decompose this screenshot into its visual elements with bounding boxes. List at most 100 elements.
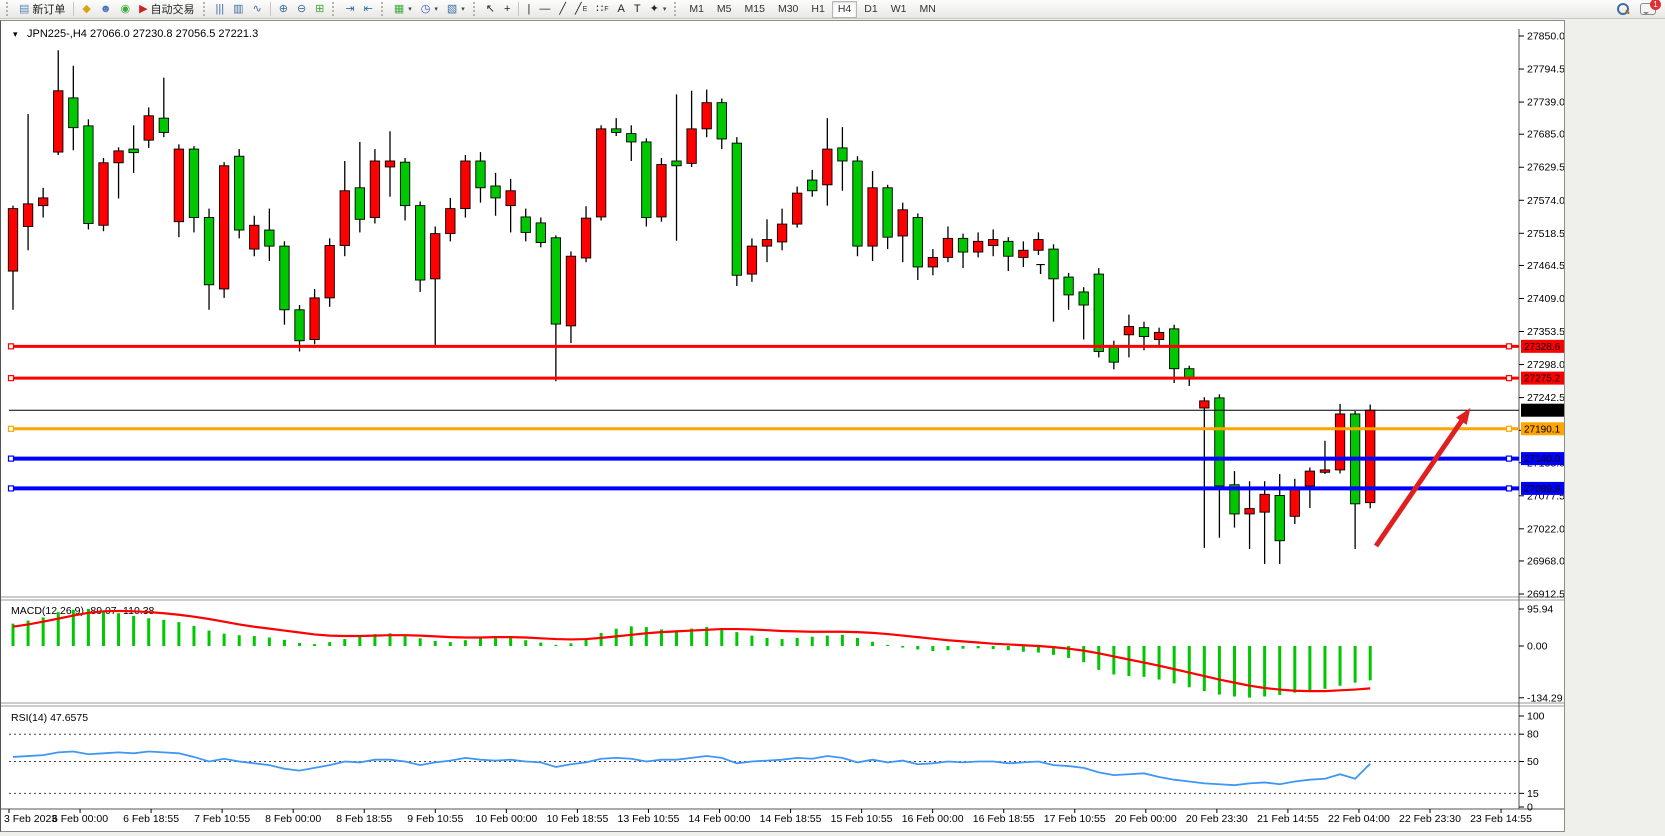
hline-price-label: 27221.3 [1524, 406, 1561, 417]
zoom-out-button[interactable]: ⊖ [293, 1, 310, 18]
hline-tool-icon: — [539, 2, 551, 15]
candle-body [1033, 239, 1044, 251]
zoom-in-button[interactable]: ⊕ [275, 1, 292, 18]
tf-m1-timeframe-button[interactable]: M1 [683, 1, 710, 18]
icon-sub-label: F [604, 5, 609, 13]
candle-body [339, 190, 350, 246]
market-watch-button[interactable]: ☻ [96, 1, 116, 18]
candle-body [671, 160, 682, 167]
indicator-list-button[interactable]: ◆ [78, 1, 94, 18]
hline-handle[interactable] [7, 425, 15, 432]
candle-body [143, 115, 154, 141]
toolbar-separator [269, 2, 271, 16]
fibonacci-tool-button[interactable]: ∷ F [592, 1, 612, 18]
line-chart-mode-button[interactable]: ∿ [249, 1, 266, 18]
price-tick-label: 27518.5 [1527, 228, 1564, 240]
candle-body [188, 148, 200, 218]
hline-handle[interactable] [7, 455, 15, 462]
period-selector-button[interactable]: ◷ ▾ [417, 1, 442, 18]
tf-m30-label: M30 [777, 3, 799, 15]
green-t-annotation: T [1036, 261, 1045, 278]
text-label-tool-button[interactable]: T [630, 1, 645, 18]
date-label: 6 Feb 00:00 [52, 813, 108, 825]
candle-body [445, 208, 456, 235]
tf-m30-timeframe-button[interactable]: M30 [772, 1, 804, 18]
crosshair-tool-button[interactable]: + [500, 1, 514, 18]
hline-handle[interactable] [7, 343, 15, 350]
hline-handle[interactable] [1505, 455, 1513, 462]
hline-handle[interactable] [7, 485, 15, 492]
candle-body [1123, 326, 1135, 336]
candle-body [746, 245, 758, 275]
tf-mn-timeframe-button[interactable]: MN [913, 1, 941, 18]
tf-m15-timeframe-button[interactable]: M15 [739, 1, 771, 18]
candle-body [505, 190, 516, 207]
candle-body [1199, 400, 1210, 409]
channel-tool-button[interactable]: ╱ E [571, 1, 591, 18]
bar-chart-mode-button[interactable]: ||| [212, 1, 229, 18]
auto-scroll-button[interactable]: ⇥ [341, 1, 358, 18]
price-tick-label: 27022.0 [1527, 523, 1564, 535]
hline-tool-button[interactable]: — [535, 1, 554, 18]
auto-trading-icon: ▶ [139, 2, 148, 15]
date-label: 7 Feb 10:55 [194, 813, 250, 825]
tf-m15-label: M15 [744, 3, 765, 15]
tf-w1-timeframe-button[interactable]: W1 [885, 1, 913, 18]
templates-button[interactable]: ▧ ▾ [443, 1, 469, 18]
hline-price-label-bg [1521, 481, 1564, 495]
candle-body [867, 187, 878, 247]
tf-h4-timeframe-button[interactable]: H4 [831, 0, 858, 18]
candle-body [1169, 328, 1180, 370]
navigator-button[interactable]: ◉ [116, 1, 134, 18]
candle-body [611, 128, 622, 133]
chevron-down-icon: ▾ [662, 6, 667, 13]
chart-canvas[interactable]: ▾ JPN225-,H4 27066.0 27230.8 27056.5 2722… [1, 21, 1564, 831]
chart-shift-button[interactable]: ⇤ [360, 1, 377, 18]
auto-trading-button[interactable]: ▶ 自动交易 [135, 1, 198, 18]
date-label: 13 Feb 10:55 [618, 813, 680, 825]
search-icon[interactable] [1616, 2, 1630, 16]
text-label-tool-icon: T [633, 2, 641, 15]
period-selector-icon: ◷ [420, 2, 431, 15]
text-tool-button[interactable]: A [614, 1, 629, 18]
candle-body [324, 245, 335, 299]
trend-arrow-head [1455, 408, 1471, 425]
chat-icon[interactable]: 1 [1640, 0, 1661, 15]
toolbar-grip [6, 2, 11, 16]
trendline-tool-button[interactable]: ╱ [555, 1, 570, 18]
chart-title-dropdown-icon: ▾ [13, 29, 18, 39]
hline-handle[interactable] [1505, 375, 1513, 382]
hline-price-label-bg [1521, 452, 1564, 466]
arrows-tool-button[interactable]: ✦ ▾ [646, 1, 671, 18]
toolbar-separator [518, 2, 520, 16]
hline-handle[interactable] [1505, 425, 1513, 432]
zoom-out-icon: ⊖ [296, 2, 307, 15]
candle-body [128, 148, 139, 154]
hline-handle[interactable] [1505, 485, 1513, 492]
date-label: 20 Feb 23:30 [1186, 813, 1248, 825]
candlestick-mode-button[interactable]: ▥ [229, 1, 247, 18]
candle-body [399, 161, 411, 207]
candle-body [1319, 469, 1331, 473]
hline-handle[interactable] [7, 375, 15, 382]
candle-body [1153, 331, 1165, 341]
hline-handle[interactable] [1505, 343, 1513, 350]
candle-body [792, 192, 803, 225]
new-order-button[interactable]: ▤ 新订单 [15, 1, 69, 18]
tf-m5-timeframe-button[interactable]: M5 [711, 1, 738, 18]
candle-body [822, 148, 833, 186]
toolbar-grip [472, 2, 478, 16]
candle-body [460, 160, 471, 210]
candle-body [234, 155, 245, 231]
cursor-tool-button[interactable]: ↖ [482, 1, 499, 18]
tf-d1-timeframe-button[interactable]: D1 [858, 1, 883, 18]
rsi-tick-label: 80 [1527, 729, 1539, 741]
trend-arrow-shaft[interactable] [1373, 411, 1470, 548]
candle-body [83, 125, 94, 224]
vline-tool-button[interactable]: | [523, 1, 534, 18]
tile-windows-button[interactable]: ⊞ [311, 1, 328, 18]
new-chart-button[interactable]: ▦ ▾ [390, 1, 416, 18]
chart-window[interactable]: ▾ JPN225-,H4 27066.0 27230.8 27056.5 2722… [0, 20, 1565, 832]
tf-h1-timeframe-button[interactable]: H1 [805, 1, 830, 18]
line-chart-mode-icon: ∿ [252, 2, 262, 15]
